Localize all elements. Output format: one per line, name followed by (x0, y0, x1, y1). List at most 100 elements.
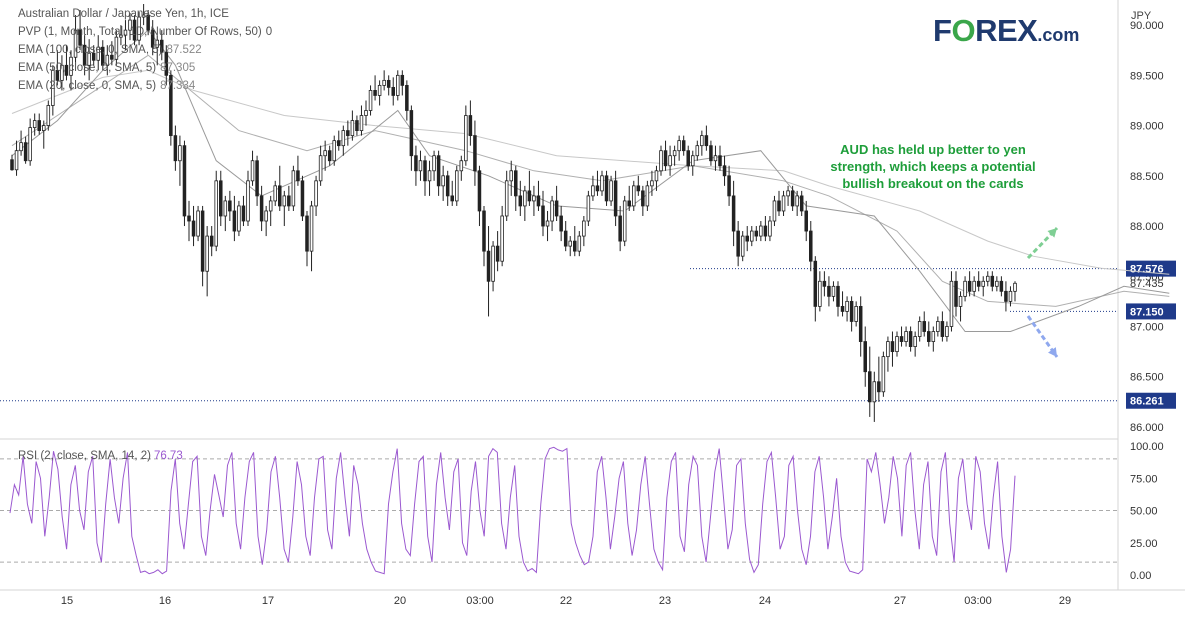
ema20-legend: EMA (20, close, 0, SMA, 5) 87.334 (18, 80, 196, 92)
candle-body (650, 180, 654, 187)
candle-body (636, 185, 641, 192)
candle-body (132, 19, 137, 41)
candle-body (831, 285, 836, 297)
candle-body (691, 155, 695, 167)
candle-body (314, 180, 318, 207)
candle-body (949, 280, 954, 327)
time-tick-label: 22 (560, 595, 572, 607)
ema100-legend: EMA (100, close, 0, SMA, 5) 87.522 (18, 44, 202, 56)
rsi-tick-label: 25.00 (1130, 538, 1158, 550)
candle-body (368, 90, 373, 111)
candle-body (559, 215, 563, 232)
candle-body (414, 155, 418, 172)
candle-body (913, 336, 917, 347)
candle-body (278, 185, 282, 207)
candle-body (96, 46, 100, 61)
rsi-tick-label: 0.00 (1130, 570, 1151, 582)
candle-body (482, 210, 486, 252)
candle-body (713, 155, 718, 162)
candle-body (60, 64, 64, 81)
forex-logo: FOREX.com (933, 13, 1080, 48)
time-tick-label: 15 (61, 595, 73, 607)
candle-body (200, 210, 205, 272)
candle-body (300, 180, 305, 217)
candle-body (886, 341, 890, 358)
candle-body (191, 220, 196, 237)
candle-body (999, 280, 1004, 292)
candle-body (209, 235, 214, 247)
candle-body (1004, 290, 1008, 302)
candle-body (722, 165, 727, 177)
candle-body (781, 195, 786, 212)
candle-body (972, 280, 976, 292)
candle-body (622, 200, 627, 242)
rsi-tick-label: 100.00 (1130, 441, 1164, 453)
candle-body (890, 341, 895, 353)
candle-body (327, 150, 332, 162)
candle-body (600, 175, 604, 192)
candle-body (64, 64, 69, 76)
candle-body (545, 220, 550, 227)
candle-body (745, 235, 749, 242)
annotation-line-3: bullish breakout on the cards (842, 176, 1024, 191)
candle-body (187, 215, 191, 222)
price-tick-label: 90.000 (1130, 20, 1164, 32)
candle-body (740, 235, 745, 257)
candle-body (504, 180, 509, 217)
candle-body (881, 356, 886, 393)
candle-body (654, 170, 659, 182)
candle-body (595, 185, 600, 192)
candle-body (536, 195, 541, 207)
level-label: 87.435 (1130, 278, 1164, 290)
candle-body (963, 280, 967, 297)
candle-body (895, 336, 899, 353)
candle-body (768, 220, 772, 237)
candle-body (804, 210, 808, 232)
candle-body (523, 190, 527, 207)
annotation-line-1: AUD has held up better to yen (840, 142, 1026, 157)
bearish-arrow-head (1048, 347, 1057, 357)
currency-label: JPY (1131, 10, 1152, 22)
candle-body (287, 195, 291, 207)
candle-body (37, 120, 41, 131)
candle-body (396, 74, 400, 96)
candle-body (736, 230, 740, 257)
rsi-tick-label: 75.00 (1130, 473, 1158, 485)
candle-body (459, 160, 464, 172)
candle-body (1013, 282, 1017, 292)
candle-body (990, 275, 995, 287)
candle-body (872, 381, 877, 403)
candle-body (305, 215, 309, 252)
candle-body (255, 160, 259, 197)
candle-body (827, 285, 831, 297)
time-tick-label: 03:00 (964, 595, 992, 607)
candle-body (223, 200, 228, 217)
candle-body (586, 195, 591, 222)
candle-body (14, 150, 19, 171)
candle-body (858, 306, 863, 342)
candle-body (495, 245, 500, 262)
candle-body (182, 145, 187, 217)
candle-body (709, 145, 713, 162)
candle-body (917, 321, 922, 337)
price-tick-label: 86.500 (1130, 372, 1164, 384)
candle-body (1008, 290, 1013, 302)
candle-body (659, 150, 663, 172)
candle-body (845, 300, 849, 312)
candle-body (173, 135, 178, 162)
candle-body (10, 159, 14, 171)
symbol-title: Australian Dollar / Japanese Yen, 1h, IC… (18, 8, 229, 20)
candle-body (309, 205, 314, 252)
candle-body (695, 145, 700, 157)
candle-body (355, 120, 359, 131)
candle-body (754, 230, 759, 237)
candle-body (346, 130, 350, 137)
candle-body (232, 210, 237, 232)
time-tick-label: 16 (159, 595, 171, 607)
candle-body (931, 331, 936, 342)
candle-body (141, 14, 146, 18)
candle-body (128, 19, 132, 31)
candle-body (455, 170, 459, 202)
candle-body (954, 280, 958, 307)
